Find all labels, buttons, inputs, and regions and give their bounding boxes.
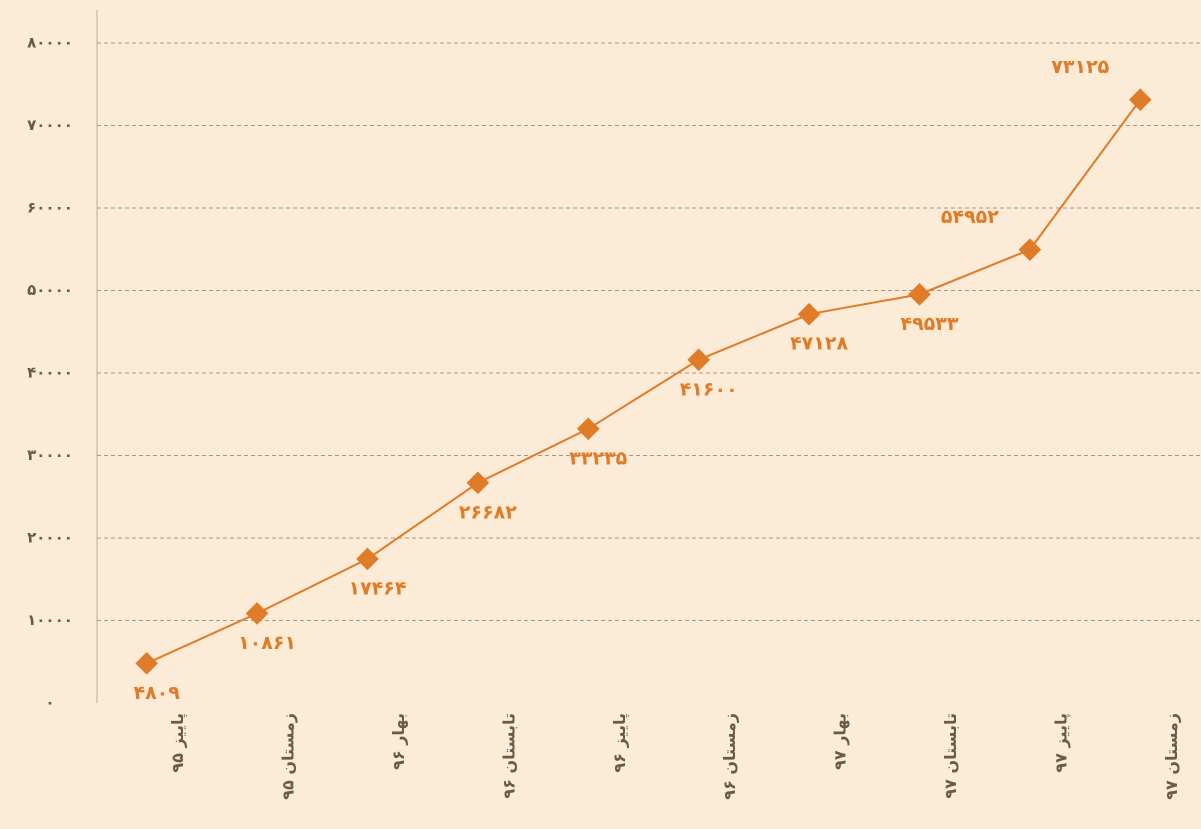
- data-label: ۴۷۱۲۸: [790, 333, 848, 355]
- y-tick-label: ۲۰۰۰۰: [27, 529, 73, 547]
- data-point: [466, 471, 490, 495]
- y-tick-label: ۰: [45, 694, 54, 712]
- data-label: ۴۸۰۹: [133, 682, 180, 704]
- data-label: ۴۱۶۰۰: [680, 378, 738, 400]
- y-tick-label: ۷۰۰۰۰: [27, 116, 73, 134]
- y-tick-label: ۶۰۰۰۰: [27, 199, 73, 217]
- x-tick-label: زمستان ۹۵: [279, 713, 298, 800]
- data-label: ۴۹۵۳۳: [900, 313, 958, 335]
- y-tick-label: ۴۰۰۰۰: [27, 364, 73, 382]
- data-point: [908, 283, 931, 306]
- x-tick-label: پاییز ۹۵: [168, 713, 188, 773]
- data-label: ۵۴۹۵۲: [941, 206, 999, 228]
- data-point: [356, 547, 379, 571]
- data-line: [146, 99, 1142, 665]
- y-tick-label: ۸۰۰۰۰: [27, 34, 73, 52]
- x-tick-label: بهار ۹۶: [389, 713, 408, 770]
- x-tick-label: پاییز ۹۶: [610, 713, 630, 773]
- x-tick-label: بهار ۹۷: [831, 713, 850, 770]
- data-label: ۷۳۱۲۵: [1051, 56, 1109, 78]
- data-point: [687, 348, 710, 372]
- x-tick-label: تابستان ۹۶: [499, 713, 518, 799]
- x-tick-label: زمستان ۹۶: [720, 713, 739, 800]
- data-point: [576, 417, 600, 441]
- data-label: ۱۷۴۶۴: [348, 577, 406, 599]
- data-point: [1128, 88, 1152, 112]
- y-tick-label: ۱۰۰۰۰: [27, 611, 73, 629]
- y-tick-label: ۳۰۰۰۰: [27, 446, 73, 464]
- data-label: ۱۰۸۶۱: [238, 632, 296, 654]
- x-tick-label: تابستان ۹۷: [941, 713, 960, 799]
- x-tick-label: زمستان ۹۷: [1162, 713, 1181, 800]
- data-point: [797, 302, 821, 326]
- x-tick-label: پاییز ۹۷: [1051, 713, 1071, 773]
- data-label: ۳۳۲۳۵: [569, 447, 627, 469]
- y-tick-label: ۵۰۰۰۰: [27, 281, 73, 299]
- data-label: ۲۶۶۸۲: [459, 501, 517, 523]
